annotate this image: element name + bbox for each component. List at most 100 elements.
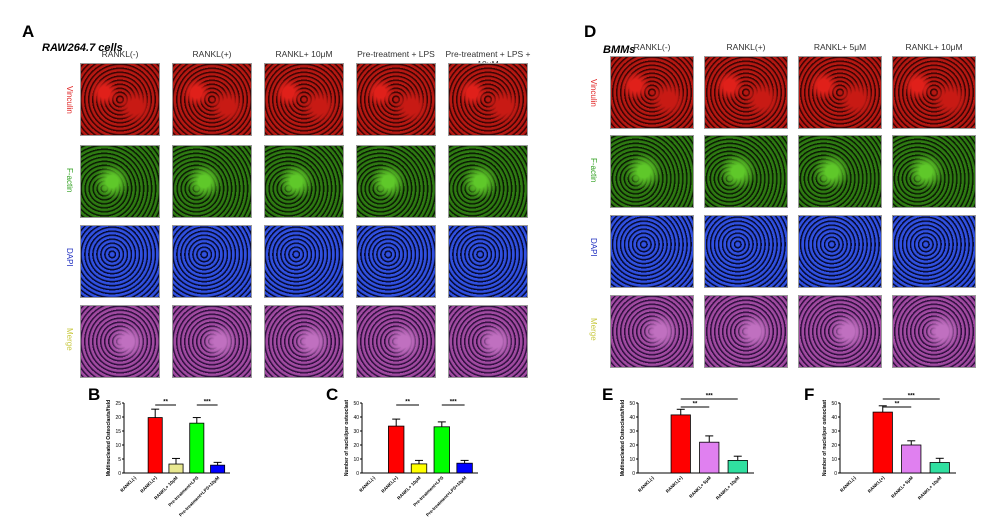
bar bbox=[210, 464, 226, 474]
x-tick-label: RANKL+ 10μM bbox=[715, 475, 741, 501]
micrograph bbox=[448, 225, 528, 298]
panel-letter: D bbox=[584, 22, 597, 41]
y-tick-label: 30 bbox=[353, 429, 359, 435]
x-tick-label: RANKL+ 10μM bbox=[917, 475, 943, 501]
y-tick-label: 15 bbox=[115, 429, 121, 435]
bar bbox=[189, 422, 205, 474]
x-tick-label: RANKL(-) bbox=[637, 475, 655, 493]
x-tick-label: Pre-treatment+LPS+10μM bbox=[178, 475, 220, 517]
panel-subtitle: RAW264.7 cells bbox=[42, 42, 123, 54]
micrograph bbox=[704, 295, 788, 368]
micrograph bbox=[172, 63, 252, 136]
row-label: Merge bbox=[589, 317, 598, 341]
bar bbox=[670, 414, 691, 474]
y-axis-label: Number of nuclei/per osteoclast bbox=[344, 400, 350, 476]
chart-letter: C bbox=[326, 385, 339, 404]
micrograph bbox=[892, 56, 976, 129]
micrograph bbox=[172, 145, 252, 218]
micrograph bbox=[798, 295, 882, 368]
column-label: RANKL(-) bbox=[633, 42, 671, 52]
micrograph bbox=[80, 63, 160, 136]
micrograph bbox=[172, 225, 252, 298]
row-label: DAPI bbox=[589, 237, 598, 257]
micrograph bbox=[610, 56, 694, 129]
column-label: RANKL(+) bbox=[726, 42, 766, 52]
bar bbox=[410, 463, 428, 474]
significance-label: *** bbox=[450, 400, 458, 406]
y-tick-label: 25 bbox=[115, 401, 121, 407]
bar bbox=[872, 411, 893, 474]
y-tick-label: 0 bbox=[118, 471, 121, 477]
y-tick-label: 30 bbox=[831, 429, 837, 435]
x-tick-label: RANKL(+) bbox=[380, 475, 399, 494]
x-tick-label: Pre-treatment+LPS+10μM bbox=[425, 475, 467, 517]
significance-label: ** bbox=[895, 402, 900, 408]
row-label: Vinculin bbox=[589, 78, 598, 107]
row-label: Merge bbox=[65, 327, 74, 351]
row-label: DAPI bbox=[65, 247, 74, 267]
y-tick-label: 10 bbox=[831, 457, 837, 463]
x-tick-label: RANKL+ 5μM bbox=[688, 475, 712, 499]
y-tick-label: 10 bbox=[115, 443, 121, 449]
chart-letter: B bbox=[88, 385, 101, 404]
y-tick-label: 30 bbox=[629, 429, 635, 435]
x-tick-label: RANKL(-) bbox=[119, 475, 137, 493]
column-label: Pre-treatment + LPS bbox=[357, 49, 435, 59]
micrograph bbox=[356, 145, 436, 218]
x-tick-label: RANKL(-) bbox=[358, 475, 376, 493]
significance-label: ** bbox=[693, 402, 698, 408]
y-tick-label: 40 bbox=[629, 415, 635, 421]
column-label: RANKL+ 5μM bbox=[813, 42, 867, 52]
micrograph bbox=[798, 215, 882, 288]
y-axis-label: Multinucleated Osteoclasts/field bbox=[620, 400, 626, 476]
micrograph bbox=[892, 295, 976, 368]
y-axis-label: Number of nuclei/per osteoclast bbox=[822, 400, 828, 476]
y-tick-label: 20 bbox=[831, 443, 837, 449]
y-tick-label: 20 bbox=[629, 443, 635, 449]
x-tick-label: RANKL+ 5μM bbox=[890, 475, 914, 499]
y-tick-label: 40 bbox=[831, 415, 837, 421]
micrograph bbox=[356, 305, 436, 378]
bar bbox=[456, 462, 473, 474]
bar bbox=[168, 463, 184, 474]
micrograph bbox=[704, 56, 788, 129]
micrograph bbox=[264, 63, 344, 136]
micrograph bbox=[448, 63, 528, 136]
bar bbox=[147, 417, 163, 474]
column-label: RANKL+ 10μM bbox=[905, 42, 963, 52]
micrograph bbox=[704, 215, 788, 288]
y-tick-label: 0 bbox=[632, 471, 635, 477]
micrograph bbox=[798, 135, 882, 208]
micrograph bbox=[264, 145, 344, 218]
x-tick-label: RANKL(+) bbox=[867, 475, 886, 494]
micrograph bbox=[448, 145, 528, 218]
y-tick-label: 50 bbox=[353, 401, 359, 407]
micrograph bbox=[172, 305, 252, 378]
micrograph bbox=[704, 135, 788, 208]
micrograph bbox=[610, 295, 694, 368]
significance-label: *** bbox=[908, 394, 916, 400]
chart-letter: E bbox=[602, 385, 614, 404]
row-label: F-actin bbox=[65, 167, 74, 192]
significance-label: *** bbox=[204, 400, 212, 406]
y-tick-label: 0 bbox=[834, 471, 837, 477]
micrograph bbox=[80, 305, 160, 378]
significance-label: ** bbox=[163, 400, 168, 406]
y-tick-label: 20 bbox=[353, 443, 359, 449]
y-tick-label: 50 bbox=[831, 401, 837, 407]
x-tick-label: RANKL(+) bbox=[139, 475, 158, 494]
bar bbox=[388, 425, 405, 474]
column-label: RANKL(-) bbox=[101, 49, 139, 59]
y-tick-label: 10 bbox=[629, 457, 635, 463]
chart-letter: F bbox=[804, 385, 815, 404]
y-tick-label: 40 bbox=[353, 415, 359, 421]
y-axis-label: Multinucleated Osteoclasts/field bbox=[106, 400, 112, 476]
micrograph bbox=[264, 225, 344, 298]
micrograph bbox=[80, 225, 160, 298]
y-tick-label: 0 bbox=[356, 471, 359, 477]
significance-label: ** bbox=[405, 400, 410, 406]
